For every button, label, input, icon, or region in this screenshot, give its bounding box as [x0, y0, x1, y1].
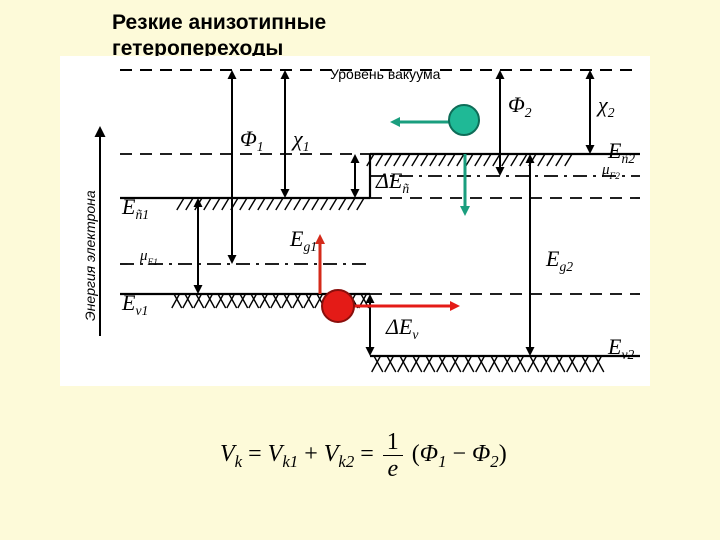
title-line1: Резкие анизотипные [112, 11, 326, 34]
svg-text:χ1: χ1 [291, 126, 310, 154]
svg-text:χ2: χ2 [596, 92, 615, 120]
svg-text:ΔEñ: ΔEñ [375, 168, 409, 196]
svg-text:Ev2: Ev2 [607, 334, 635, 362]
band-diagram-svg: Eñ1Ev1μF1Φ1χ1Eg1Eñ2Ev2μF2Φ2χ2Eg2ΔEñΔEv [60, 56, 650, 386]
band-diagram: Eñ1Ev1μF1Φ1χ1Eg1Eñ2Ev2μF2Φ2χ2Eg2ΔEñΔEv [60, 56, 650, 386]
svg-text:Eg2: Eg2 [545, 246, 573, 274]
svg-text:ΔEv: ΔEv [385, 314, 419, 342]
contact-potential-formula: Vk = Vk1 + Vk2 = 1e (Φ1 − Φ2) [220, 430, 507, 481]
slide-title: Резкие анизотипные гетеропереходы [112, 10, 326, 63]
svg-text:Φ2: Φ2 [508, 92, 532, 120]
svg-text:μF1: μF1 [139, 248, 158, 268]
svg-text:μF2: μF2 [601, 162, 620, 182]
energy-axis-label: Энергия электрона [82, 190, 98, 321]
vacuum-level-label: Уровень вакуума [330, 66, 440, 82]
svg-text:Φ1: Φ1 [240, 126, 264, 154]
svg-text:Eñ2: Eñ2 [607, 138, 635, 166]
svg-text:Eg1: Eg1 [289, 226, 317, 254]
